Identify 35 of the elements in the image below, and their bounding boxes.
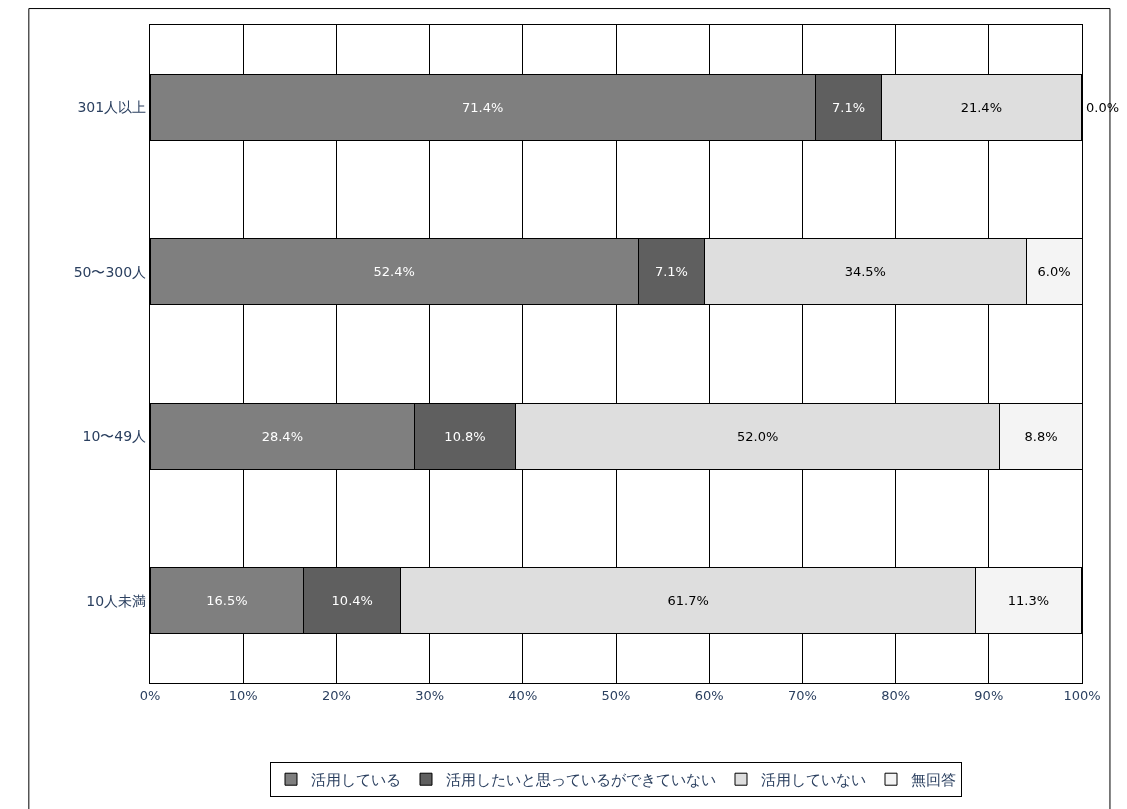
data-label: 52.0%: [737, 428, 779, 444]
x-tick-label: 0%: [139, 687, 161, 703]
x-tick-label: 20%: [321, 687, 351, 703]
x-tick-label: 90%: [974, 687, 1004, 703]
data-label: 6.0%: [1037, 264, 1071, 280]
data-label: 16.5%: [206, 593, 248, 609]
x-tick-label: 40%: [508, 687, 538, 703]
x-tick-label: 50%: [601, 687, 631, 703]
x-tick-label: 10%: [228, 687, 258, 703]
legend-label: 活用していない: [761, 771, 866, 790]
data-label: 52.4%: [373, 264, 415, 280]
y-tick-label: 50〜300人: [73, 263, 147, 280]
data-label: 71.4%: [462, 99, 504, 115]
data-label: 7.1%: [654, 264, 688, 280]
data-label: 10.4%: [331, 593, 373, 609]
y-tick-label: 10〜49人: [82, 428, 147, 445]
data-label: 34.5%: [844, 264, 886, 280]
x-tick-label: 60%: [694, 687, 724, 703]
x-tick-label: 30%: [415, 687, 445, 703]
data-label: 0.0%: [1086, 100, 1120, 115]
y-tick-label: 301人以上: [77, 99, 147, 116]
data-label: 8.8%: [1024, 428, 1058, 444]
data-label: 28.4%: [261, 428, 303, 444]
data-label: 7.1%: [832, 99, 866, 115]
data-label: 11.3%: [1007, 593, 1050, 609]
x-tick-label: 70%: [787, 687, 817, 703]
x-tick-label: 80%: [881, 687, 911, 703]
data-label: 61.7%: [667, 593, 709, 609]
legend-label: 無回答: [911, 771, 956, 790]
data-label: 21.4%: [960, 99, 1002, 115]
x-tick-label: 100%: [1063, 687, 1101, 703]
data-label: 10.8%: [444, 428, 486, 444]
legend-label: 活用したいと思っているができていない: [446, 771, 716, 790]
y-tick-label: 10人未満: [86, 592, 147, 609]
legend-label: 活用している: [311, 771, 401, 790]
